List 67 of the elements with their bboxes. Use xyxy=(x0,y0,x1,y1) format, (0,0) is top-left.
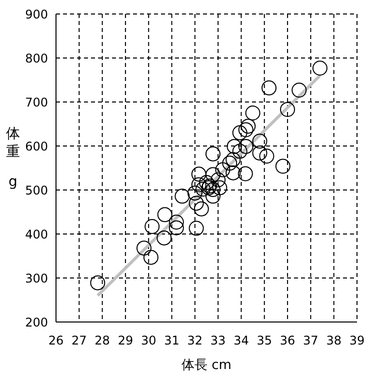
point xyxy=(238,166,253,182)
point xyxy=(212,180,228,196)
point xyxy=(280,102,296,117)
y-tick-label: 300 xyxy=(25,271,48,286)
point xyxy=(157,207,172,222)
x-tick-label: 33 xyxy=(210,334,226,348)
point xyxy=(205,146,220,162)
point xyxy=(194,201,209,216)
y-tick-label: 600 xyxy=(25,139,48,154)
point xyxy=(226,138,242,154)
point xyxy=(226,165,241,180)
point xyxy=(143,250,158,265)
point xyxy=(238,122,254,138)
point xyxy=(210,172,226,188)
x-tick-label: 29 xyxy=(118,334,134,348)
point xyxy=(262,80,277,96)
point xyxy=(168,214,184,230)
x-tick-label: 26 xyxy=(48,334,64,348)
point xyxy=(188,196,204,211)
point xyxy=(191,166,206,182)
point xyxy=(259,148,274,164)
point xyxy=(205,167,220,182)
point xyxy=(312,60,328,76)
x-tick-label: 39 xyxy=(349,334,365,348)
x-tick-label: 32 xyxy=(187,334,203,348)
x-tick-label: 31 xyxy=(164,334,180,348)
x-tick-label: 34 xyxy=(234,334,249,348)
x-tick-label: 38 xyxy=(326,334,342,348)
x-tick-label: 36 xyxy=(280,334,296,348)
y-tick-label: 400 xyxy=(25,227,48,242)
y-tick-label: 800 xyxy=(25,51,48,66)
x-tick-label: 27 xyxy=(72,334,87,348)
point xyxy=(275,158,290,174)
x-tick-label: 37 xyxy=(303,334,318,348)
point xyxy=(226,152,241,168)
y-tick-label: 900 xyxy=(25,7,48,22)
point xyxy=(90,275,106,290)
x-tick-label: 35 xyxy=(256,334,272,348)
point xyxy=(188,220,204,236)
point xyxy=(174,188,190,204)
point xyxy=(252,134,268,149)
point xyxy=(168,220,184,236)
point xyxy=(252,146,268,161)
x-axis-title: 体長 cm xyxy=(182,358,232,373)
point xyxy=(187,186,202,201)
point xyxy=(232,125,248,140)
x-tick-label: 28 xyxy=(94,334,110,348)
point xyxy=(205,182,220,198)
y-tick-label: 500 xyxy=(25,183,48,198)
y-axis-title: 体重 g xyxy=(6,126,20,190)
point xyxy=(156,230,172,246)
point xyxy=(191,177,206,192)
point xyxy=(238,138,254,154)
point xyxy=(144,219,160,234)
point xyxy=(292,82,307,98)
point xyxy=(232,144,248,159)
point xyxy=(222,156,238,171)
point xyxy=(196,182,211,197)
point xyxy=(136,240,152,256)
y-tick-label: 200 xyxy=(25,315,48,330)
point xyxy=(205,188,220,204)
y-tick-label: 700 xyxy=(25,95,48,110)
point xyxy=(245,106,260,120)
point xyxy=(240,118,256,134)
x-tick-label: 30 xyxy=(140,334,156,348)
point xyxy=(199,175,214,190)
point xyxy=(215,162,230,178)
